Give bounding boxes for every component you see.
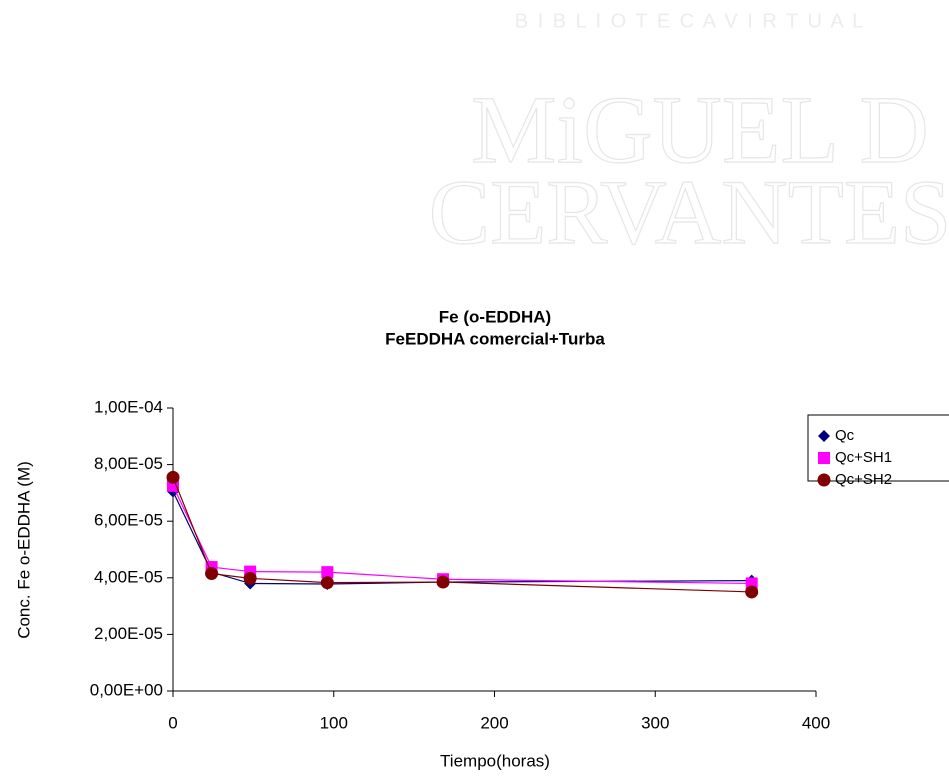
marker <box>243 571 257 585</box>
marker <box>205 567 219 581</box>
chart-subtitle: FeEDDHA comercial+Turba <box>385 329 605 348</box>
y-axis-title: Conc. Fe o-EDDHA (M) <box>14 461 33 639</box>
y-tick-label: 0,00E+00 <box>90 680 163 699</box>
marker <box>321 566 334 579</box>
y-tick-label: 1,00E-04 <box>94 397 163 416</box>
x-tick-label: 200 <box>480 713 508 732</box>
y-tick-label: 2,00E-05 <box>94 624 163 643</box>
legend-label: Qc <box>835 427 855 444</box>
series-line <box>172 491 752 585</box>
legend-label: Qc+SH2 <box>835 471 892 488</box>
x-tick-label: 0 <box>168 713 177 732</box>
marker <box>166 470 180 484</box>
legend-label: Qc+SH1 <box>835 449 892 466</box>
marker <box>320 576 334 590</box>
x-axis-title: Tiempo(horas) <box>440 751 550 770</box>
marker <box>436 575 450 589</box>
series-line <box>172 485 752 585</box>
watermark-text: CERVANTES <box>429 161 949 263</box>
y-tick-label: 4,00E-05 <box>94 567 163 586</box>
chart-title: Fe (o-EDDHA) <box>439 307 551 326</box>
series-line <box>172 477 752 593</box>
marker <box>745 585 759 599</box>
legend-box <box>807 414 949 482</box>
marker <box>817 473 831 487</box>
marker <box>818 430 830 442</box>
marker <box>818 452 830 464</box>
x-tick-label: 400 <box>802 713 830 732</box>
watermark-text: B I B L I O T E C A V I R T U A L <box>515 10 866 32</box>
x-tick-label: 300 <box>641 713 669 732</box>
y-tick-label: 6,00E-05 <box>94 511 163 530</box>
watermark-text: MiGUEL D <box>471 76 929 183</box>
y-tick-label: 8,00E-05 <box>94 454 163 473</box>
x-tick-label: 100 <box>320 713 348 732</box>
